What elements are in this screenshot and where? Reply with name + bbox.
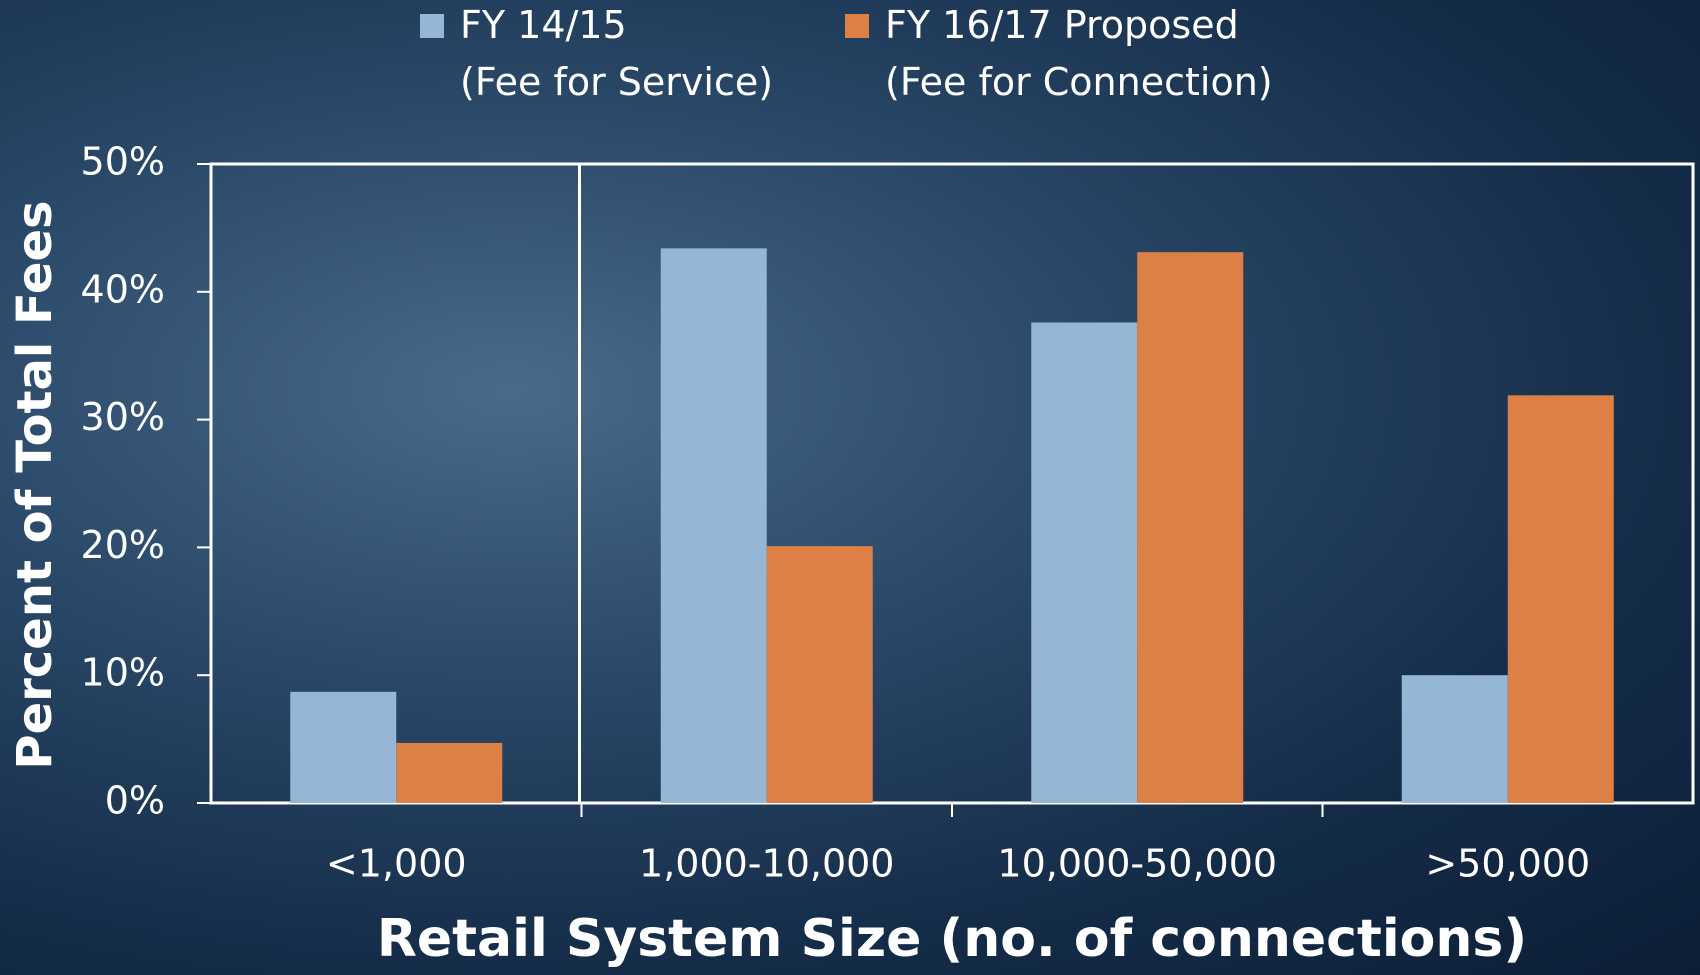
legend-label: FY 16/17 Proposed (Fee for Connection) bbox=[885, 3, 1273, 104]
legend-swatch bbox=[845, 14, 869, 38]
y-tick-label: 30% bbox=[81, 395, 165, 439]
bar bbox=[396, 742, 503, 803]
bar bbox=[1031, 322, 1138, 803]
x-tick-label: 10,000-50,000 bbox=[997, 842, 1277, 886]
y-tick-label: 40% bbox=[81, 267, 165, 311]
bar bbox=[1507, 395, 1614, 803]
bar bbox=[1401, 675, 1508, 803]
y-tick-label: 20% bbox=[81, 523, 165, 567]
bar bbox=[1137, 252, 1244, 803]
bar bbox=[660, 248, 767, 803]
legend-label: FY 14/15 (Fee for Service) bbox=[460, 3, 774, 104]
y-tick-label: 10% bbox=[81, 651, 165, 695]
bar bbox=[290, 691, 397, 803]
x-axis-title: Retail System Size (no. of connections) bbox=[377, 909, 1527, 969]
legend-swatch bbox=[420, 14, 444, 38]
bar bbox=[766, 546, 873, 803]
y-tick-label: 0% bbox=[105, 779, 165, 823]
x-tick-label: <1,000 bbox=[326, 842, 467, 886]
x-tick-label: 1,000-10,000 bbox=[639, 842, 894, 886]
x-tick-label: >50,000 bbox=[1425, 842, 1590, 886]
y-axis-title: Percent of Total Fees bbox=[7, 200, 63, 769]
y-tick-label: 50% bbox=[81, 140, 165, 184]
